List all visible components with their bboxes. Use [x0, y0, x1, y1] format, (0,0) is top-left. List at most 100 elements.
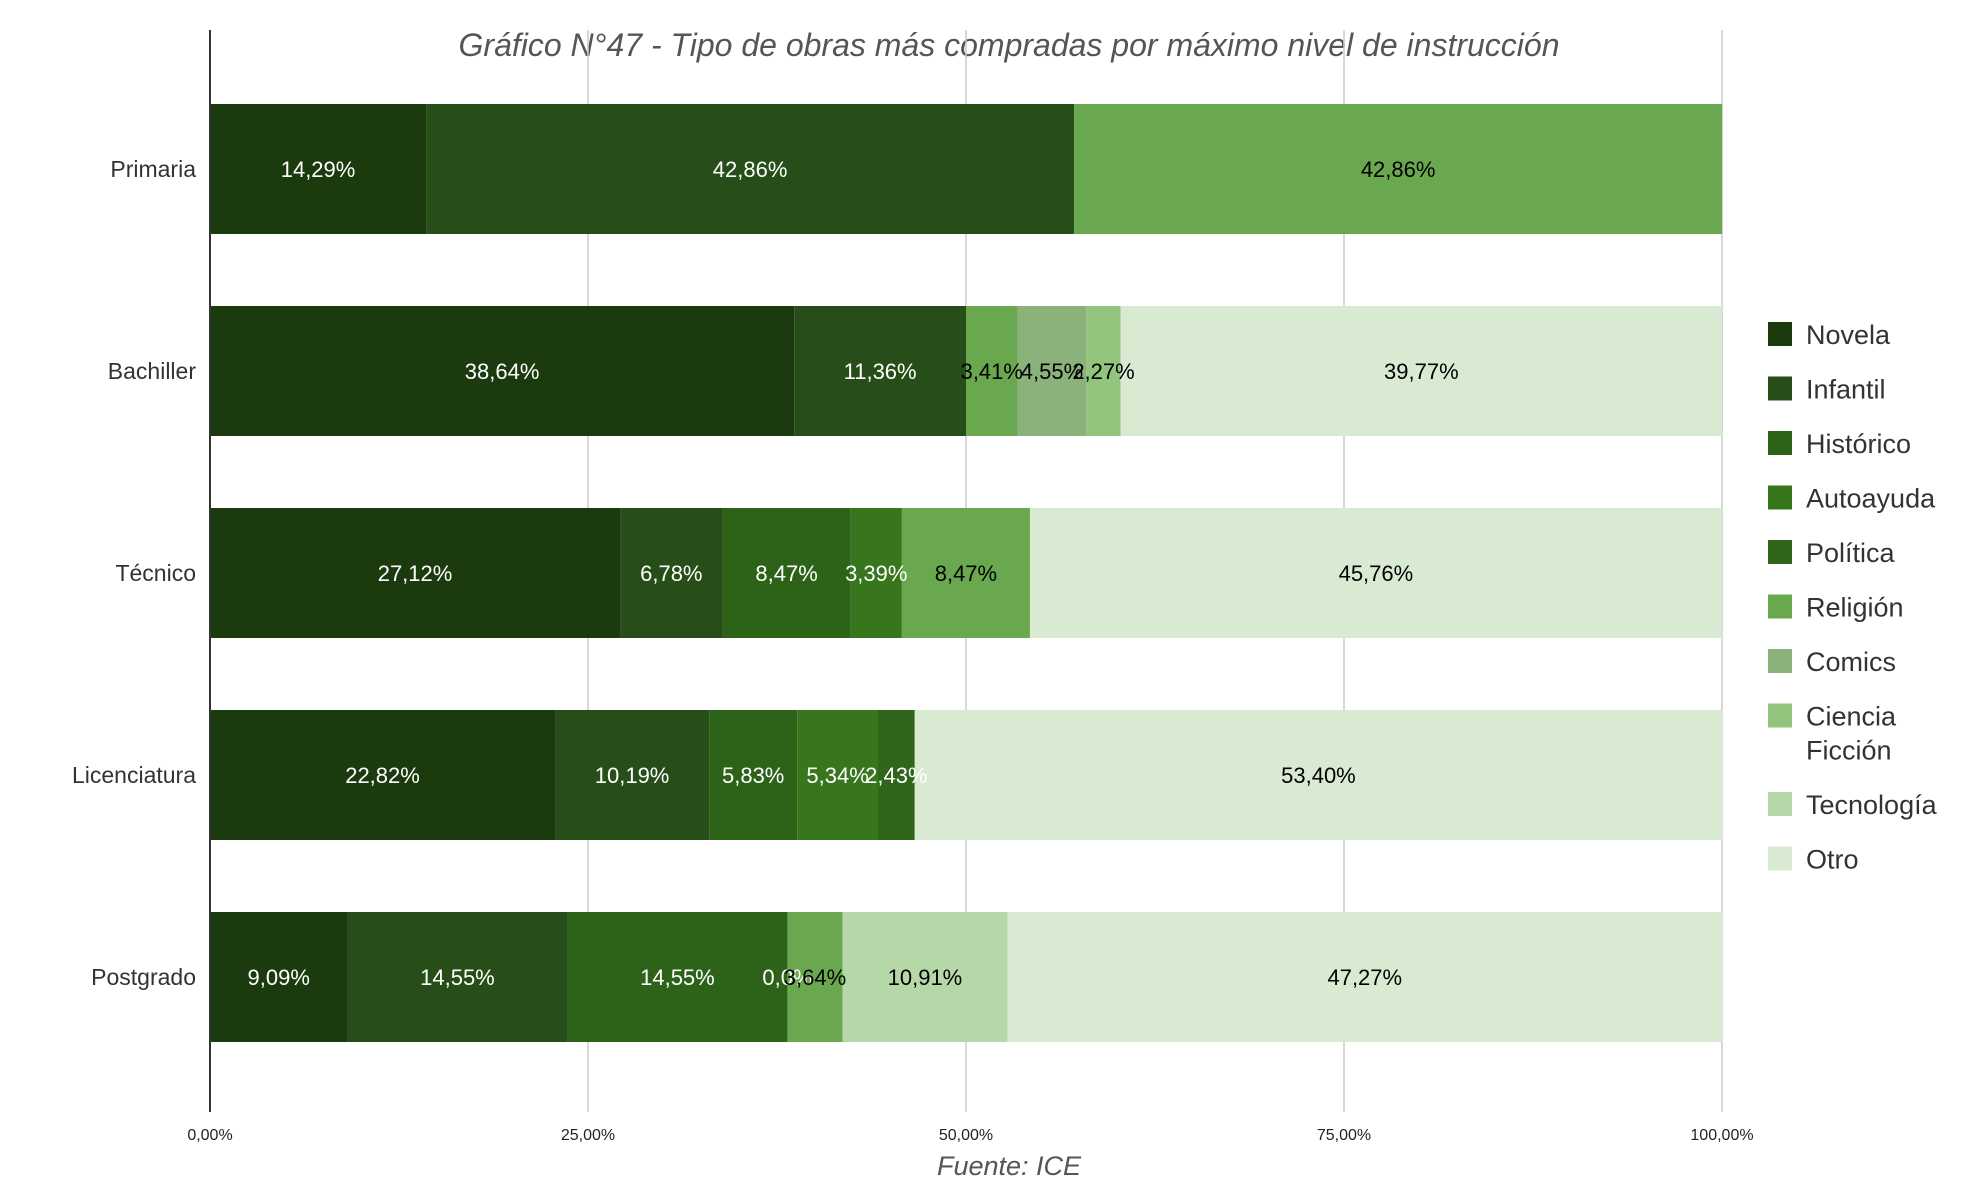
- legend: Novela Infantil Histórico Autoayuda Política…: [1768, 320, 1938, 875]
- data-label: 5,34%: [806, 763, 868, 788]
- data-label: 2,27%: [1072, 359, 1134, 384]
- bar-segment: [794, 306, 966, 436]
- legend-label-line: Tecnología: [1806, 790, 1938, 820]
- data-label: 8,47%: [935, 561, 997, 586]
- bar-segment: [901, 508, 1030, 638]
- data-label: 3,41%: [961, 359, 1023, 384]
- data-label: 53,40%: [1281, 763, 1356, 788]
- data-label: 5,83%: [722, 763, 784, 788]
- category-label: Bachiller: [108, 358, 197, 384]
- bar-segment: [1120, 306, 1722, 436]
- data-label: 8,47%: [755, 561, 817, 586]
- legend-label-line: Autoayuda: [1806, 484, 1936, 514]
- legend-label: Histórico: [1806, 429, 1911, 459]
- legend-label-line: Ciencia: [1806, 702, 1897, 732]
- chart-source: Fuente: ICE: [937, 1151, 1082, 1181]
- x-axis-ticks: 0,00% 25,00% 50,00% 75,00% 100,00%: [187, 1127, 1753, 1144]
- legend-label-line: Comics: [1806, 647, 1896, 677]
- legend-swatch: [1768, 485, 1792, 510]
- data-label: 10,19%: [595, 763, 670, 788]
- bar-segment: [426, 104, 1075, 234]
- data-labels: 14,29% 42,86% 42,86% 38,64% 11,36% 3,41%4,55%…: [248, 157, 1459, 990]
- data-label: 3,39%: [845, 561, 907, 586]
- bar-segment: [555, 710, 710, 840]
- data-label: 11,36%: [844, 359, 917, 384]
- bar-segment: [210, 710, 556, 840]
- legend-swatch: [1768, 703, 1792, 728]
- bar-segment: [797, 710, 879, 840]
- bar-segment: [878, 710, 915, 840]
- category-label: Postgrado: [91, 964, 196, 990]
- bar-segment: [210, 508, 621, 638]
- category-label: Primaria: [110, 156, 196, 182]
- data-label: 14,55%: [420, 965, 495, 990]
- bar-segment: [620, 508, 723, 638]
- data-label: 38,64%: [465, 359, 540, 384]
- category-label: Licenciatura: [72, 762, 196, 788]
- data-label: 9,09%: [248, 965, 310, 990]
- data-label: 10,91%: [888, 965, 963, 990]
- bar-segment: [850, 508, 902, 638]
- data-label: 39,77%: [1384, 359, 1459, 384]
- bar-segment: [347, 912, 568, 1042]
- category-labels: Primaria Bachiller Técnico Licenciatura Post…: [72, 156, 196, 990]
- legend-swatch: [1768, 594, 1792, 619]
- legend-label: Religión: [1806, 593, 1904, 623]
- data-label: 47,27%: [1327, 965, 1402, 990]
- legend-swatch: [1768, 431, 1792, 455]
- legend-swatch: [1768, 649, 1792, 673]
- bar-segment: [1029, 508, 1722, 638]
- chart-title: Gráfico N°47 - Tipo de obras más comprad…: [459, 27, 1560, 63]
- x-tick-label-75: 75,00%: [1317, 1127, 1371, 1144]
- legend-label-line: Novela: [1806, 320, 1891, 350]
- data-label: 0,0%: [762, 965, 812, 990]
- legend-label: Infantil: [1806, 375, 1886, 405]
- legend-label: Comics: [1806, 647, 1896, 677]
- data-label: 22,82%: [345, 763, 420, 788]
- bar-segment: [210, 912, 348, 1042]
- legend-label: Autoayuda: [1806, 484, 1936, 514]
- data-label: 14,55%: [640, 965, 715, 990]
- data-label: 45,76%: [1339, 561, 1414, 586]
- bar-segment: [210, 306, 795, 436]
- legend-swatch: [1768, 792, 1792, 816]
- data-label: 27,12%: [378, 561, 453, 586]
- bar-segment: [1017, 306, 1087, 436]
- data-label: 2,43%: [865, 763, 927, 788]
- legend-label-line: Política: [1806, 538, 1896, 568]
- legend-swatch: [1768, 376, 1792, 401]
- bar-segment: [1074, 104, 1723, 234]
- legend-label-line: Otro: [1806, 845, 1859, 875]
- x-tick-label-100: 100,00%: [1690, 1127, 1753, 1144]
- legend-label: Novela: [1806, 320, 1891, 350]
- bar-segment: [787, 912, 843, 1042]
- bar-segment: [210, 104, 427, 234]
- bar-segment: [842, 912, 1008, 1042]
- legend-label-line: Infantil: [1806, 375, 1886, 405]
- bar-segment: [966, 306, 1018, 436]
- category-label: Técnico: [115, 560, 196, 586]
- legend-label: Ciencia Ficción: [1806, 702, 1897, 766]
- bar-segment: [1086, 306, 1121, 436]
- data-label: 42,86%: [1361, 157, 1436, 182]
- legend-label: Otro: [1806, 845, 1859, 875]
- bar-segment: [914, 710, 1723, 840]
- x-tick-label-50: 50,00%: [939, 1127, 993, 1144]
- x-tick-label-25: 25,00%: [561, 1127, 615, 1144]
- bar-segments: [210, 104, 1723, 1042]
- legend-label: Tecnología: [1806, 790, 1938, 820]
- x-tick-label-0: 0,00%: [187, 1127, 232, 1144]
- legend-label-line: Ficción: [1806, 736, 1892, 766]
- data-label: 42,86%: [713, 157, 788, 182]
- bar-segment: [567, 912, 788, 1042]
- legend-swatch: [1768, 540, 1792, 564]
- data-label: 14,29%: [281, 157, 356, 182]
- bar-segment: [709, 710, 798, 840]
- data-label: 4,55%: [1021, 359, 1083, 384]
- legend-swatch: [1768, 322, 1792, 346]
- bar-segment: [1007, 912, 1723, 1042]
- legend-label-line: Histórico: [1806, 429, 1911, 459]
- legend-label-line: Religión: [1806, 593, 1904, 623]
- legend-swatch: [1768, 846, 1792, 871]
